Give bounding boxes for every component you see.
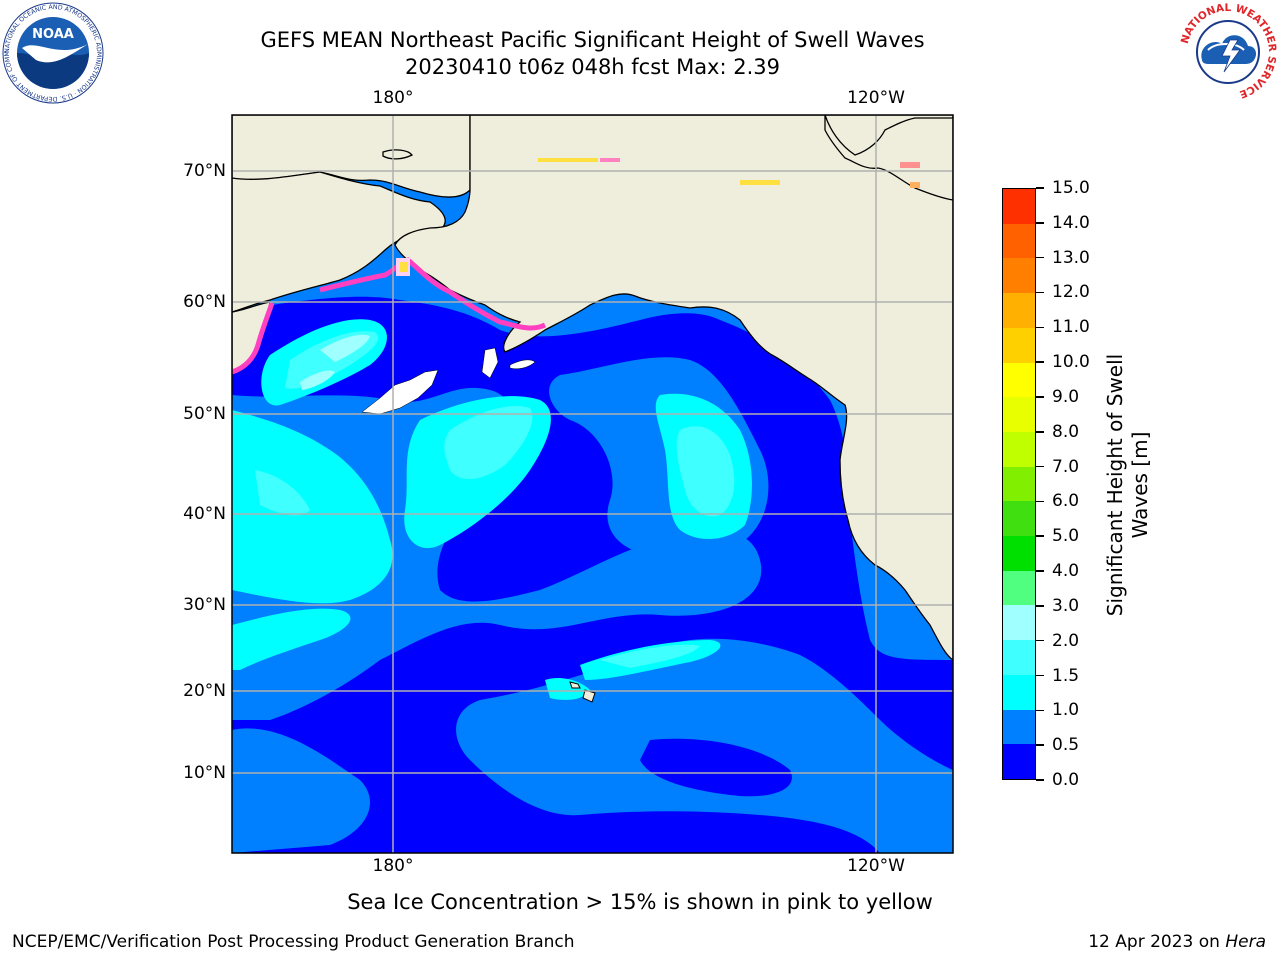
lat-tick-70n: 70°N xyxy=(183,161,226,181)
colorbar-tick-label: 2.0 xyxy=(1052,630,1080,651)
lon-tick-top-180: 180° xyxy=(372,88,414,108)
colorbar-label: Significant Height of Swell Waves [m] xyxy=(1103,325,1153,645)
colorbar-segment xyxy=(1003,431,1035,467)
map-subtitle: 20230410 t06z 048h fcst Max: 2.39 xyxy=(405,55,780,79)
colorbar-tick-label: 10.0 xyxy=(1052,352,1090,373)
colorbar-tick-mark xyxy=(1036,535,1044,537)
colorbar-tick-mark xyxy=(1036,639,1044,642)
colorbar-tick-label: 1.5 xyxy=(1052,665,1080,686)
colorbar-tick-mark xyxy=(1036,326,1044,329)
svg-text:NOAA: NOAA xyxy=(32,27,74,42)
islands xyxy=(361,347,536,415)
colorbar-tick-label: 15.0 xyxy=(1052,178,1090,198)
sea-ice xyxy=(232,158,920,375)
map-title: GEFS MEAN Northeast Pacific Significant … xyxy=(260,28,925,52)
colorbar-tick-label: 7.0 xyxy=(1052,456,1080,477)
colorbar-segment xyxy=(1003,570,1035,606)
colorbar-segment xyxy=(1003,674,1035,710)
colorbar-tick-mark xyxy=(1036,465,1044,468)
colorbar-tick-label: 3.0 xyxy=(1052,595,1080,616)
colorbar-segment xyxy=(1003,258,1035,294)
colorbar-tick-label: 14.0 xyxy=(1052,212,1090,233)
gridlines xyxy=(232,115,953,853)
colorbar-tick-label: 9.0 xyxy=(1052,386,1080,407)
lon-tick-bottom-120w: 120°W xyxy=(847,856,905,876)
colorbar-tick-mark xyxy=(1036,222,1044,224)
colorbar-label-line1: Significant Height of Swell xyxy=(1103,353,1127,617)
colorbar-tick-label: 12.0 xyxy=(1052,282,1090,303)
map-frame xyxy=(231,114,954,854)
colorbar-tick-label: 13.0 xyxy=(1052,247,1090,268)
colorbar-segment xyxy=(1003,640,1035,675)
lat-tick-20n: 20°N xyxy=(183,681,226,701)
footer-credit: NCEP/EMC/Verification Post Processing Pr… xyxy=(12,932,575,952)
colorbar-segment xyxy=(1003,397,1035,432)
colorbar-tick-mark xyxy=(1036,361,1044,363)
colorbar-tick-mark xyxy=(1036,431,1044,433)
colorbar-tick-mark xyxy=(1036,570,1044,572)
colorbar-tick-mark xyxy=(1036,256,1044,259)
colorbar-tick-mark xyxy=(1036,291,1044,294)
colorbar-segment xyxy=(1003,223,1035,259)
colorbar-label-line2: Waves [m] xyxy=(1128,431,1152,539)
colorbar-tick-label: 0.0 xyxy=(1052,770,1080,790)
colorbar-tick-mark xyxy=(1036,744,1044,746)
colorbar-tick-mark xyxy=(1036,396,1044,398)
lat-tick-60n: 60°N xyxy=(183,292,226,312)
land-masses xyxy=(232,115,953,661)
colorbar-segment xyxy=(1003,501,1035,537)
colorbar-tick-label: 6.0 xyxy=(1052,491,1080,512)
colorbar-tick-label: 11.0 xyxy=(1052,317,1090,338)
colorbar-segment xyxy=(1003,744,1035,779)
colorbar-tick-mark xyxy=(1036,674,1044,677)
lon-tick-bottom-180: 180° xyxy=(372,856,414,876)
sea-ice-note: Sea Ice Concentration > 15% is shown in … xyxy=(347,890,933,914)
lat-tick-30n: 30°N xyxy=(183,595,226,615)
swell-light-cyan-regions xyxy=(255,331,735,668)
colorbar-segment xyxy=(1003,536,1035,571)
colorbar-tick-label: 8.0 xyxy=(1052,421,1080,442)
lat-tick-50n: 50°N xyxy=(183,404,226,424)
colorbar-segment xyxy=(1003,709,1035,745)
colorbar-tick-mark xyxy=(1036,709,1044,712)
colorbar xyxy=(1002,188,1036,780)
colorbar-segment xyxy=(1003,189,1035,224)
lat-tick-40n: 40°N xyxy=(183,504,226,524)
swell-pale-cyan-regions xyxy=(300,334,370,390)
colorbar-tick-label: 5.0 xyxy=(1052,526,1080,547)
noaa-logo: NATIONAL OCEANIC AND ATMOSPHERIC ADMINIS… xyxy=(2,2,104,104)
footer-date: 12 Apr 2023 on Hera xyxy=(1088,932,1266,952)
colorbar-segment xyxy=(1003,362,1035,398)
colorbar-tick-label: 0.5 xyxy=(1052,735,1080,756)
lon-tick-top-120w: 120°W xyxy=(847,88,905,108)
colorbar-tick-label: 1.0 xyxy=(1052,700,1080,721)
colorbar-tick-mark xyxy=(1036,500,1044,503)
colorbar-tick-mark xyxy=(1036,605,1044,607)
colorbar-tick-mark xyxy=(1036,779,1044,781)
lat-tick-10n: 10°N xyxy=(183,763,226,783)
hawaii xyxy=(569,681,596,703)
nws-logo: NATIONAL WEATHER SERVICE xyxy=(1179,2,1278,101)
colorbar-segment xyxy=(1003,605,1035,641)
colorbar-tick-mark xyxy=(1036,187,1044,189)
footer-date-text: 12 Apr 2023 on xyxy=(1088,932,1226,952)
colorbar-tick-label: 4.0 xyxy=(1052,561,1080,582)
footer-host: Hera xyxy=(1225,932,1266,952)
colorbar-segment xyxy=(1003,327,1035,363)
colorbar-segment xyxy=(1003,466,1035,502)
colorbar-segment xyxy=(1003,293,1035,328)
